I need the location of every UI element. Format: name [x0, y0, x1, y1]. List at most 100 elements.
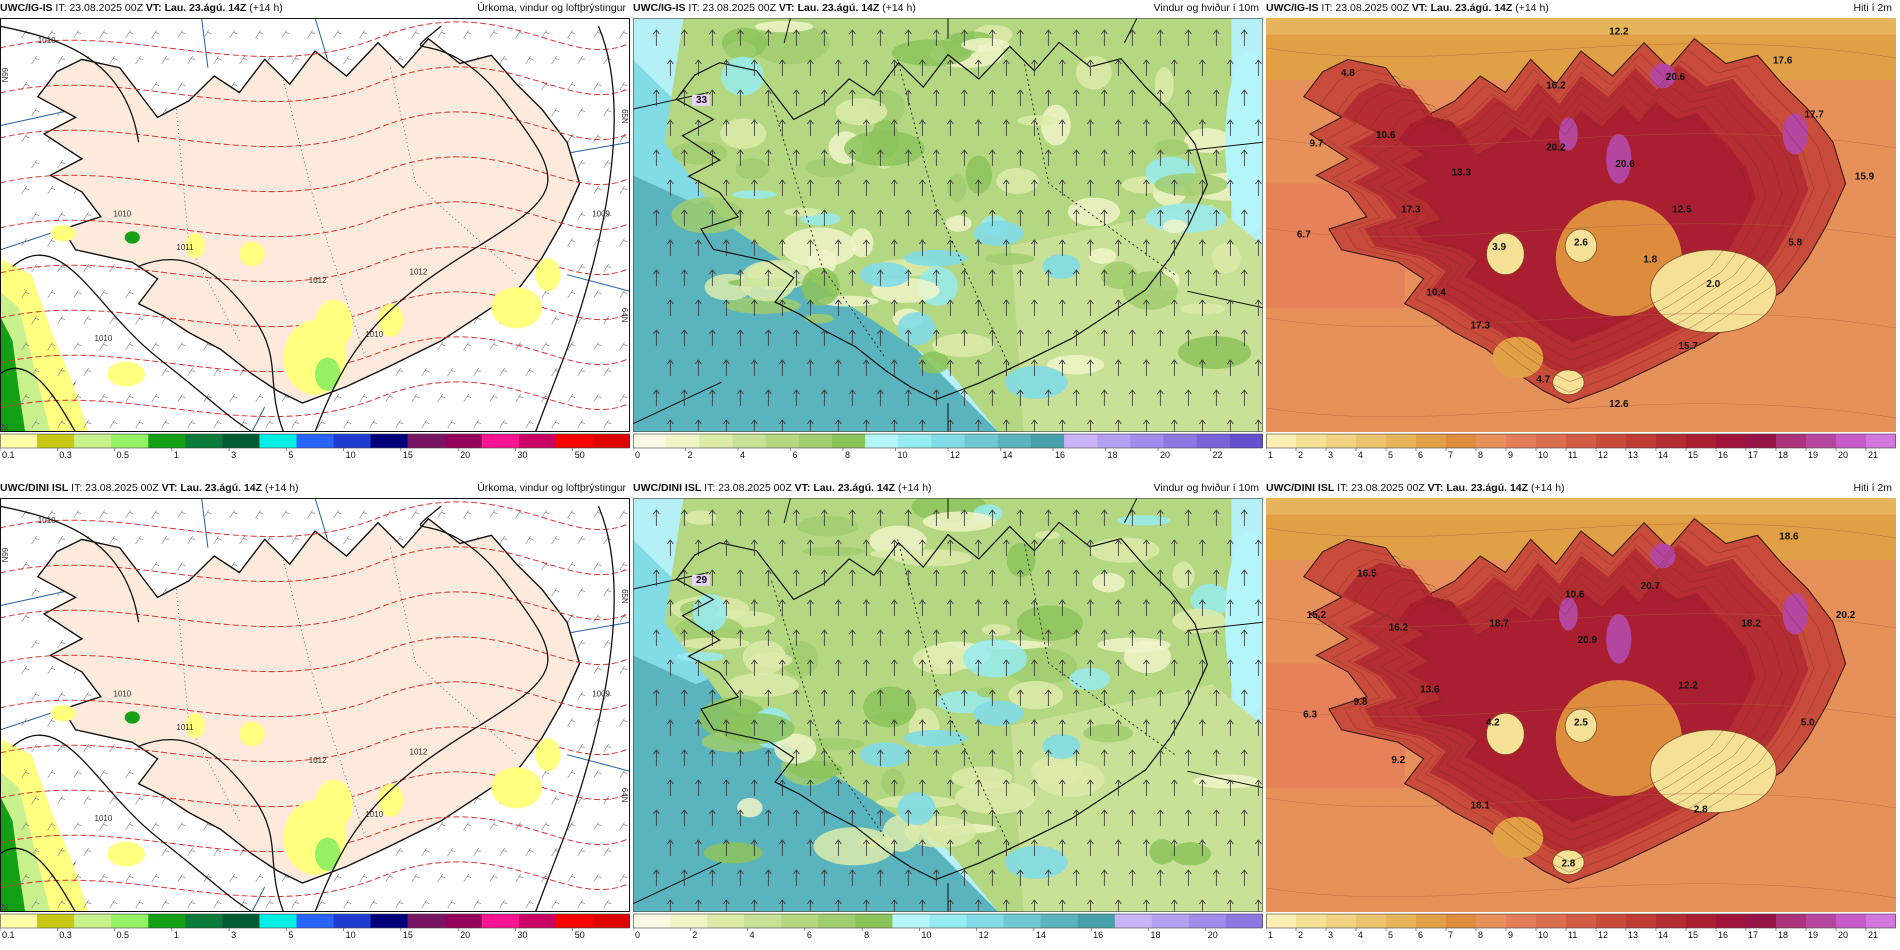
precip-area-sw-heavy: [0, 316, 26, 432]
colorbar-swatch: [765, 434, 800, 448]
wind-patch: [719, 713, 795, 744]
colorbar-swatch: [929, 914, 968, 928]
isobar-label: 1010: [95, 814, 113, 823]
colorbar-swatch: [370, 434, 409, 448]
precip-blob-heavy: [124, 711, 140, 724]
colorbar-tick: 0.3: [59, 930, 72, 940]
precip-blob: [535, 258, 561, 292]
colorbar-swatch: [555, 434, 594, 448]
colorbar-tick: 0.5: [117, 930, 130, 940]
panel-header: UWC/IG-IS IT: 23.08.2025 00Z VT: Lau. 23…: [1266, 0, 1896, 16]
colorbar-swatch: [966, 914, 1005, 928]
strong-wind-sea: [633, 100, 999, 432]
colorbar-frame: [1266, 913, 1896, 929]
lead-time: (+14 h): [262, 482, 299, 494]
colorbar-swatch: [444, 914, 483, 928]
temperature-value: 9.8: [1354, 697, 1368, 708]
panel-precip-0: UWC/IG-IS IT: 23.08.2025 00Z VT: Lau. 23…: [0, 0, 630, 462]
colorbar-swatch: [222, 914, 260, 928]
wind-patch: [1149, 839, 1176, 865]
wind-patch: [684, 510, 717, 525]
init-time: 23.08.2025 00Z: [66, 2, 143, 14]
panel-header: UWC/DINI ISL IT: 23.08.2025 00Z VT: Lau.…: [0, 480, 630, 496]
colorbar-swatch: [1225, 914, 1263, 928]
lead-time: (+14 h): [879, 2, 916, 14]
wind-patch: [737, 797, 763, 818]
colorbar-swatch: [732, 434, 767, 448]
wind-field-sea-east: [1011, 204, 1263, 432]
colorbar-tick: 5: [1388, 930, 1393, 940]
wind-patch: [1123, 640, 1172, 674]
colorbar-tick: 4: [750, 930, 755, 940]
valid-time-label: VT:: [143, 2, 162, 14]
colorbar-tick: 13: [1628, 930, 1638, 940]
gust-channel: [973, 220, 1024, 246]
lat-lon-edge-label: 64N: [620, 308, 629, 323]
temperature-value: 12.6: [1609, 399, 1629, 410]
colorbar-tick: 19: [1808, 450, 1818, 460]
colorbar-tick: 15: [403, 930, 413, 940]
isobar-label: 1010: [365, 330, 383, 339]
colorbar-swatch: [865, 434, 899, 448]
colorbar-tick: 1: [1268, 450, 1273, 460]
heat-spots: [1558, 63, 1808, 184]
colorbar-swatch: [633, 914, 671, 928]
colorbar-tick: 8: [845, 450, 850, 460]
colorbar-container: 1 2 3 4 5 6 7 8 9 10 11 12 13 14 15 16 17 18 19 20 21: [1266, 432, 1896, 462]
colorbar-swatch: [333, 914, 372, 928]
colorbar-tick: 4: [740, 450, 745, 460]
colorbar-tick: 14: [1658, 930, 1668, 940]
colorbar-swatch: [1476, 434, 1507, 448]
wind-patch: [947, 173, 967, 203]
lat-lon-edge-label: 65N: [620, 589, 629, 604]
colorbar-tick: 4: [1358, 450, 1363, 460]
colorbar-swatch: [1130, 434, 1165, 448]
colorbar-tick: 18: [1150, 930, 1160, 940]
colorbar-swatch: [1416, 434, 1447, 448]
colorbar-swatch: [964, 434, 999, 448]
hot-spot: [1782, 593, 1808, 635]
colorbar-swatch: [1506, 914, 1537, 928]
sea-north-edge: [1266, 498, 1896, 515]
temperature-value: 17.3: [1401, 205, 1421, 216]
colorbar-container: 0.1 0.3 0.5 1 3 5 10 15 20 30 50: [0, 432, 630, 462]
valid-time-label: VT:: [791, 482, 811, 494]
colorbar-swatch: [1566, 434, 1597, 448]
temperature-value: 20.2: [1836, 610, 1856, 621]
lat-lon-edge-label: 65N: [620, 109, 629, 124]
wind-patch: [1172, 608, 1226, 634]
max-gust-box: [692, 94, 710, 106]
max-gust-label: 33: [696, 95, 708, 106]
wind-patch: [944, 825, 972, 836]
wind-field-sea-east: [1011, 684, 1263, 912]
colorbar-swatch: [1626, 434, 1657, 448]
temperature-value: 5.0: [1801, 718, 1815, 729]
wind-patch: [981, 624, 1011, 636]
panel-header: UWC/IG-IS IT: 23.08.2025 00Z VT: Lau. 23…: [0, 0, 630, 16]
colorbar-tick: 9: [1508, 930, 1513, 940]
temperature-value: 20.6: [1615, 159, 1635, 170]
colorbar-swatch: [1836, 914, 1867, 928]
wind-arrows: [653, 509, 1262, 912]
temperature-value: 17.6: [1773, 56, 1793, 67]
wind-patch: [1016, 605, 1083, 641]
colorbar-swatch: [633, 434, 667, 448]
colorbar-swatch: [111, 914, 149, 928]
wind-patch: [1008, 680, 1064, 710]
temperature-value: 4.7: [1536, 374, 1550, 385]
precip-blob: [315, 299, 353, 350]
colorbar-swatch: [1506, 434, 1537, 448]
colorbar-tick: 6: [1418, 450, 1423, 460]
precip-blob: [107, 841, 145, 867]
precip-blob-heavy: [124, 231, 140, 244]
temperature-value: 18.2: [1741, 618, 1761, 629]
wind-patch: [804, 313, 834, 324]
colorbar-swatch: [444, 434, 483, 448]
map-canvas: 12.2 4.8 16.2 20.6 17.6 17.7 9.7 10.6 20.2 20.6 13…: [1266, 18, 1896, 432]
colorbar-tick: 22: [1213, 450, 1223, 460]
precip-blob: [50, 225, 76, 242]
colorbar-swatch: [1151, 914, 1190, 928]
hot-spot: [1558, 597, 1578, 631]
panel-wind-1: UWC/DINI ISL IT: 23.08.2025 00Z VT: Lau.…: [633, 480, 1263, 942]
colorbar-swatch: [1566, 914, 1597, 928]
